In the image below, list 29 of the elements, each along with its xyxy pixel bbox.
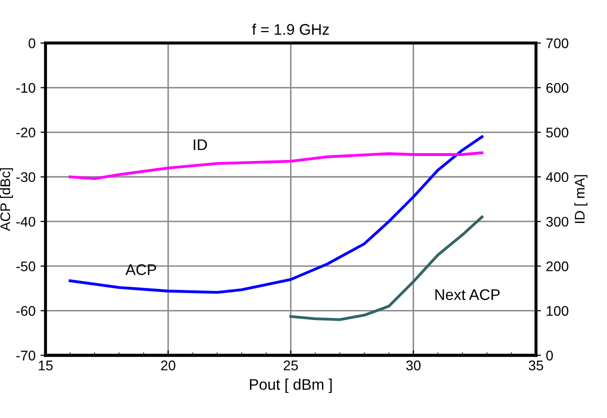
chart-title: f = 1.9 GHz — [252, 24, 329, 35]
y-tick-label: -20 — [16, 128, 36, 138]
y2-tick-label: 400 — [546, 172, 568, 182]
y-tick-label: -30 — [16, 172, 36, 182]
series-label: ID — [194, 140, 207, 150]
y2-tick-label: 700 — [546, 38, 568, 48]
series-label: Next ACP — [435, 289, 500, 300]
x-tick-label: 35 — [528, 360, 544, 370]
y2-axis-title: ID [ mA] — [574, 175, 588, 223]
line-series — [68, 151, 484, 180]
x-tick-label: 25 — [284, 360, 298, 370]
y-tick-label: 0 — [28, 38, 36, 48]
y-tick-label: -50 — [16, 261, 36, 272]
y2-tick-label: 100 — [546, 306, 568, 316]
x-tick-label: 15 — [38, 360, 53, 370]
series-label: ACP — [125, 264, 156, 276]
x-tick-label: 30 — [406, 360, 421, 370]
x-tick-label: 20 — [161, 360, 176, 370]
x-axis-title: Pout [ dBm ] — [250, 378, 332, 393]
y2-tick-label: 500 — [546, 128, 568, 138]
y-tick-label: -10 — [16, 82, 36, 93]
y-tick-label: -70 — [16, 350, 36, 360]
y2-tick-label: 300 — [546, 216, 568, 227]
y2-tick-label: 200 — [546, 261, 568, 272]
y2-tick-label: 600 — [546, 82, 568, 93]
y-axis-title: ACP [dBc] — [0, 168, 13, 232]
y-tick-label: -40 — [16, 216, 36, 227]
y2-tick-label: 0 — [546, 350, 553, 360]
y-tick-label: -60 — [16, 306, 36, 316]
